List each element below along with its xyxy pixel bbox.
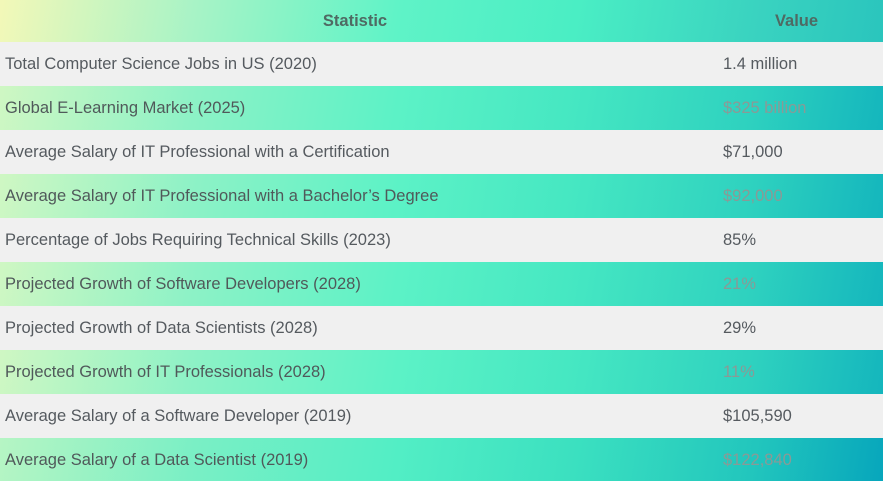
statistic-cell: Projected Growth of Software Developers … [5,274,361,293]
table-row: Projected Growth of Software Developers … [0,262,883,306]
statistic-cell: Projected Growth of IT Professionals (20… [5,362,326,381]
table-row: Total Computer Science Jobs in US (2020)… [0,42,883,86]
value-cell: $325 billion [723,98,807,117]
table-row: Projected Growth of IT Professionals (20… [0,350,883,394]
table-row: Projected Growth of Data Scientists (202… [0,306,883,350]
statistic-cell: Average Salary of a Data Scientist (2019… [5,450,309,469]
statistic-cell: Total Computer Science Jobs in US (2020) [5,54,317,73]
value-cell: 21% [723,274,757,293]
table-row: Average Salary of a Software Developer (… [0,394,883,438]
table-row: Global E-Learning Market (2025) $325 bil… [0,86,883,130]
table-header-row: Statistic Value [0,0,883,42]
value-cell: $122,840 [723,450,792,469]
statistic-cell: Global E-Learning Market (2025) [5,98,246,117]
statistic-cell: Percentage of Jobs Requiring Technical S… [5,230,391,249]
value-cell: $71,000 [723,142,783,161]
value-cell: $92,000 [723,186,783,205]
statistic-cell: Average Salary of IT Professional with a… [5,186,439,205]
header-value: Value [774,11,819,30]
statistic-cell: Average Salary of IT Professional with a… [5,142,390,161]
table-row: Average Salary of a Data Scientist (2019… [0,438,883,481]
value-cell: 1.4 million [723,54,798,73]
table-row: Average Salary of IT Professional with a… [0,130,883,174]
value-cell: $105,590 [723,406,792,425]
value-cell: 85% [723,230,757,249]
table-row: Percentage of Jobs Requiring Technical S… [0,218,883,262]
value-cell: 11% [723,362,755,381]
statistic-cell: Average Salary of a Software Developer (… [5,406,352,425]
table-row: Average Salary of IT Professional with a… [0,174,883,218]
statistic-cell: Projected Growth of Data Scientists (202… [5,318,318,337]
header-statistic: Statistic [322,11,388,30]
value-cell: 29% [723,318,757,337]
